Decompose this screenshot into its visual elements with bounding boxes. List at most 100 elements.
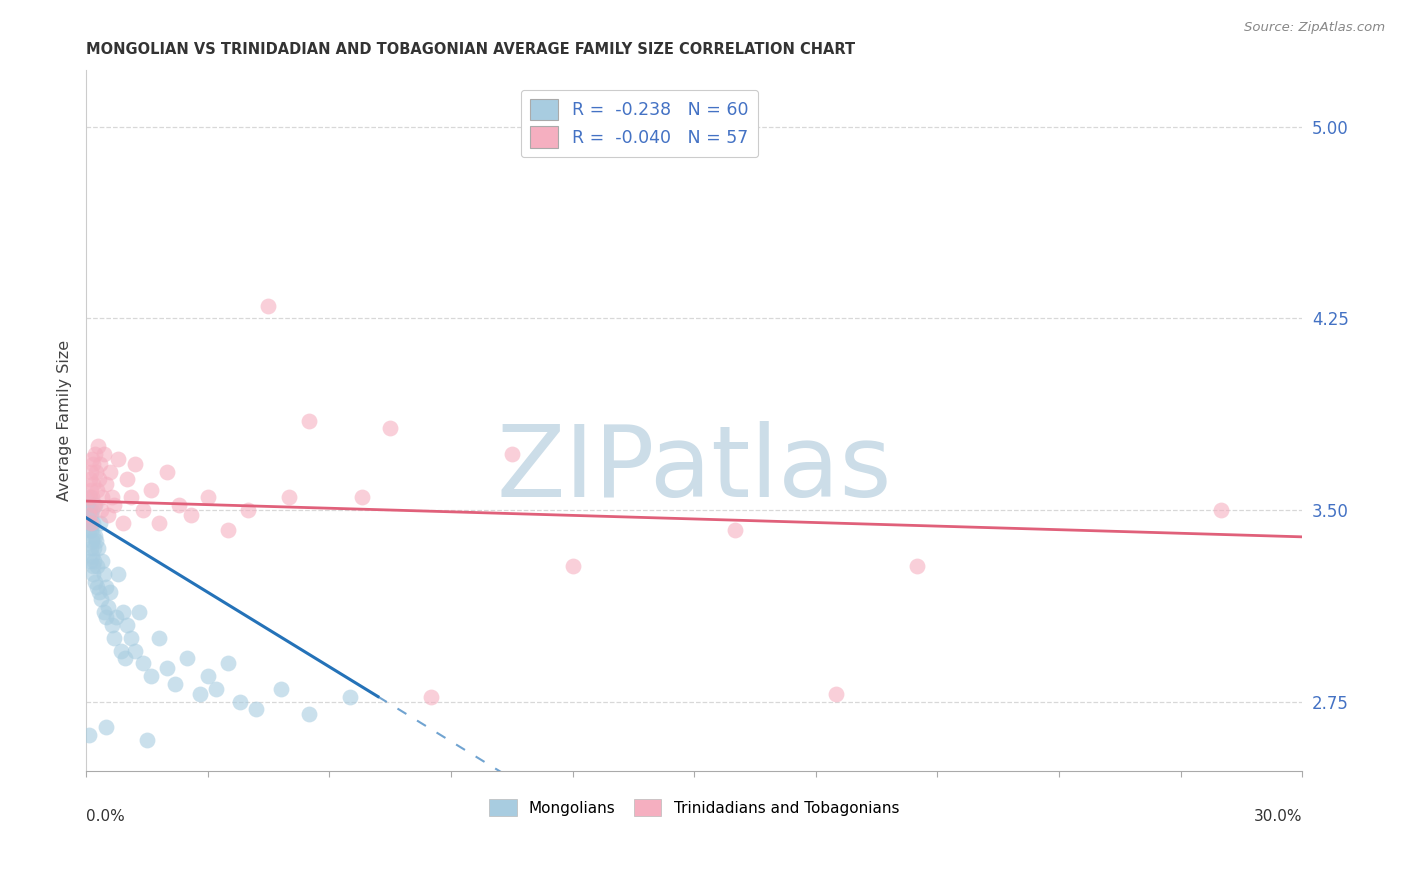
- Y-axis label: Average Family Size: Average Family Size: [58, 340, 72, 501]
- Point: [238, 503, 260, 517]
- Point: [83, 498, 105, 512]
- Point: [103, 498, 125, 512]
- Point: [94, 610, 117, 624]
- Point: [180, 508, 202, 522]
- Point: [107, 451, 129, 466]
- Point: [83, 541, 105, 556]
- Point: [169, 498, 191, 512]
- Point: [82, 503, 104, 517]
- Point: [110, 643, 132, 657]
- Point: [90, 503, 112, 517]
- Point: [79, 483, 101, 497]
- Point: [82, 516, 104, 530]
- Point: [204, 681, 226, 696]
- Point: [124, 457, 146, 471]
- Point: [79, 728, 101, 742]
- Point: [128, 605, 150, 619]
- Point: [148, 516, 170, 530]
- Point: [80, 451, 103, 466]
- Point: [825, 687, 848, 701]
- Point: [77, 516, 100, 530]
- Point: [80, 465, 103, 479]
- Point: [217, 524, 239, 538]
- Point: [124, 643, 146, 657]
- Point: [197, 490, 219, 504]
- Point: [257, 299, 280, 313]
- Point: [120, 490, 142, 504]
- Point: [111, 516, 134, 530]
- Point: [96, 720, 118, 734]
- Point: [101, 490, 124, 504]
- Point: [86, 580, 108, 594]
- Point: [156, 661, 179, 675]
- Point: [100, 465, 122, 479]
- Point: [80, 524, 103, 538]
- Point: [96, 580, 118, 594]
- Point: [77, 490, 100, 504]
- Point: [84, 465, 107, 479]
- Point: [84, 533, 107, 548]
- Point: [80, 541, 103, 556]
- Point: [156, 465, 179, 479]
- Point: [89, 516, 111, 530]
- Point: [115, 618, 138, 632]
- Point: [724, 524, 747, 538]
- Point: [561, 559, 583, 574]
- Point: [91, 490, 114, 504]
- Point: [82, 549, 104, 563]
- Point: [176, 651, 198, 665]
- Point: [79, 508, 101, 522]
- Point: [197, 669, 219, 683]
- Legend: Mongolians, Trinidadians and Tobagonians: Mongolians, Trinidadians and Tobagonians: [484, 793, 905, 822]
- Point: [96, 477, 118, 491]
- Point: [87, 439, 110, 453]
- Point: [82, 566, 104, 581]
- Point: [84, 447, 107, 461]
- Text: MONGOLIAN VS TRINIDADIAN AND TOBAGONIAN AVERAGE FAMILY SIZE CORRELATION CHART: MONGOLIAN VS TRINIDADIAN AND TOBAGONIAN …: [86, 42, 855, 57]
- Point: [93, 605, 115, 619]
- Point: [111, 605, 134, 619]
- Point: [165, 677, 187, 691]
- Point: [91, 554, 114, 568]
- Point: [79, 503, 101, 517]
- Point: [79, 472, 101, 486]
- Point: [82, 490, 104, 504]
- Point: [100, 584, 122, 599]
- Point: [101, 618, 124, 632]
- Point: [148, 631, 170, 645]
- Point: [103, 631, 125, 645]
- Point: [82, 528, 104, 542]
- Point: [77, 524, 100, 538]
- Point: [905, 559, 928, 574]
- Text: 0.0%: 0.0%: [86, 809, 125, 824]
- Point: [86, 559, 108, 574]
- Point: [501, 447, 523, 461]
- Point: [86, 483, 108, 497]
- Point: [84, 528, 107, 542]
- Point: [1211, 503, 1233, 517]
- Point: [139, 669, 162, 683]
- Point: [82, 559, 104, 574]
- Point: [419, 690, 441, 704]
- Point: [298, 413, 321, 427]
- Point: [83, 554, 105, 568]
- Point: [217, 657, 239, 671]
- Text: 30.0%: 30.0%: [1254, 809, 1302, 824]
- Point: [270, 681, 292, 696]
- Point: [87, 584, 110, 599]
- Point: [188, 687, 211, 701]
- Point: [115, 472, 138, 486]
- Point: [84, 574, 107, 589]
- Point: [93, 566, 115, 581]
- Point: [80, 508, 103, 522]
- Point: [79, 490, 101, 504]
- Point: [89, 472, 111, 486]
- Point: [80, 533, 103, 548]
- Point: [120, 631, 142, 645]
- Point: [114, 651, 136, 665]
- Point: [139, 483, 162, 497]
- Point: [97, 600, 120, 615]
- Point: [132, 503, 155, 517]
- Point: [87, 541, 110, 556]
- Point: [80, 516, 103, 530]
